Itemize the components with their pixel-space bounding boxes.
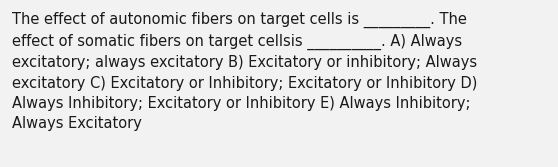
Text: The effect of autonomic fibers on target cells is _________. The
effect of somat: The effect of autonomic fibers on target… <box>12 12 478 131</box>
